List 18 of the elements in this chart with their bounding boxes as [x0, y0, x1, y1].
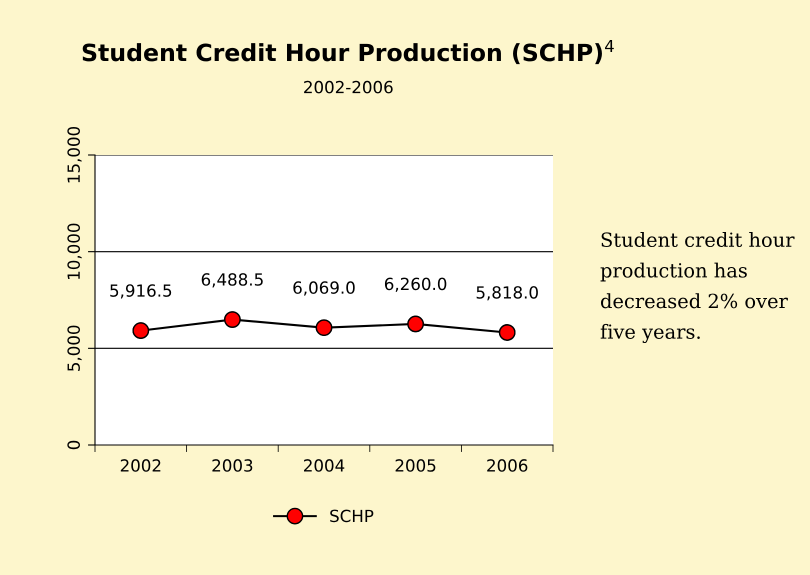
legend-label: SCHP — [330, 510, 374, 522]
data-label: 6,260.0 — [384, 278, 446, 292]
x-tick-label: 2005 — [396, 459, 436, 472]
data-label: 6,069.0 — [293, 281, 355, 296]
data-label: 5,818.0 — [476, 286, 538, 300]
x-tick-label: 2004 — [304, 459, 344, 472]
chart-subtitle: 2002-2006 — [304, 80, 393, 94]
x-tick-label: 2003 — [212, 459, 252, 472]
data-label: 6,488.5 — [202, 273, 263, 288]
x-tick-label: 2002 — [120, 459, 160, 472]
y-tick-label: 15,000 — [67, 126, 82, 182]
y-tick-label: 10,000 — [67, 224, 82, 279]
text: Student credit hour production has decreased 2% over five years. — [600, 232, 795, 344]
y-tick-label: 0 — [67, 440, 80, 450]
chart-title: Student Credit Hour Production (SCHP)$^{4}$ — [82, 40, 614, 64]
x-tick-label: 2006 — [487, 459, 528, 472]
y-tick-label: 5,000 — [67, 326, 82, 371]
data-label: 5,916.5 — [110, 284, 172, 299]
